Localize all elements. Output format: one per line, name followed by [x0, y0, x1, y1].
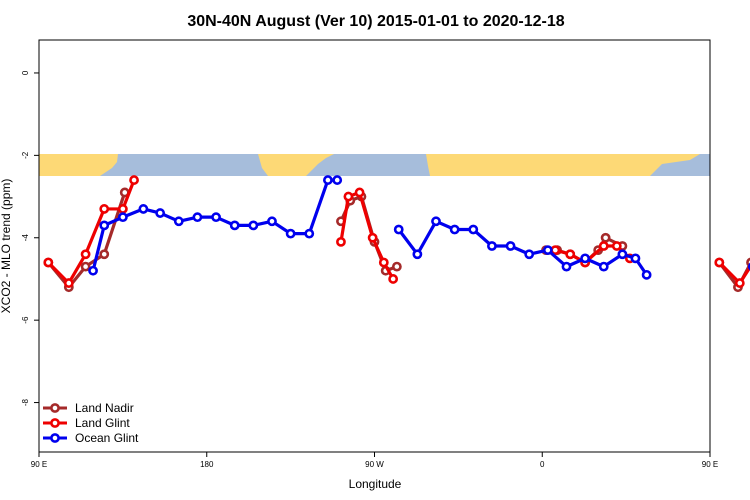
x-tick-label: 90 W — [365, 460, 384, 469]
x-tick-label: 90 E — [702, 460, 718, 469]
y-tick-label: -4 — [21, 234, 30, 242]
ocean-glint-point — [542, 245, 553, 256]
ocean-glint-point — [449, 224, 460, 235]
ocean-glint-point — [524, 249, 535, 260]
legend-label-ocean-glint: Ocean Glint — [75, 431, 139, 445]
ocean-glint-point — [229, 220, 240, 231]
map-land-5 — [560, 164, 596, 174]
y-tick-label: -6 — [21, 316, 30, 324]
land-glint-point — [63, 278, 74, 288]
y-axis: 0 -2 -4 -6 -8 — [21, 70, 39, 406]
land-glint-point — [354, 187, 365, 198]
land-glint-point — [80, 249, 91, 260]
ocean-glint-line — [397, 219, 648, 276]
ocean-glint-point — [332, 175, 343, 185]
land-nadir-point — [391, 261, 402, 272]
legend-label-land-glint: Land Glint — [75, 416, 130, 430]
legend-label-land-nadir: Land Nadir — [75, 401, 134, 415]
land-nadir-line — [718, 261, 750, 289]
ocean-glint-point — [323, 175, 333, 185]
ocean-glint-point — [155, 208, 166, 218]
map-land-4 — [506, 158, 532, 170]
ocean-glint-point — [641, 269, 652, 280]
land-glint-point — [117, 204, 128, 214]
ocean-glint-point — [580, 253, 591, 264]
ocean-glint-point — [598, 261, 609, 272]
land-glint-point — [43, 257, 54, 268]
map-land-3 — [467, 154, 484, 166]
land-glint-point — [129, 175, 139, 185]
ocean-glint-point — [192, 212, 203, 223]
land-nadir-point — [600, 232, 611, 243]
ocean-glint-point — [505, 241, 516, 251]
land-glint-point — [598, 241, 609, 251]
land-nadir-point — [80, 261, 91, 272]
x-axis-label: Longitude — [349, 477, 402, 491]
ocean-glint-point — [617, 249, 628, 260]
x-tick-label: 90 E — [31, 460, 47, 469]
ocean-glint-point — [138, 204, 149, 214]
land-glint-point — [367, 232, 378, 243]
ocean-glint-point — [248, 220, 259, 231]
ocean-glint-point — [561, 261, 572, 272]
land-glint-point — [99, 204, 110, 214]
chart-title: 30N-40N August (Ver 10) 2015-01-01 to 20… — [187, 13, 564, 30]
ocean-glint-point — [211, 212, 221, 223]
ocean-glint-point — [173, 216, 184, 227]
map-land-1 — [258, 154, 334, 176]
ocean-glint-point — [431, 216, 441, 227]
land-glint-line — [718, 261, 750, 285]
map-land-0 — [39, 154, 118, 176]
land-glint-point — [565, 249, 576, 260]
x-axis: 90 E 180 90 W 0 90 E — [31, 452, 718, 469]
land-nadir-point — [99, 249, 110, 260]
x-tick-label: 180 — [200, 460, 214, 469]
land-glint-point — [611, 241, 622, 251]
ocean-glint-point — [88, 265, 98, 276]
ocean-glint-point — [630, 253, 641, 264]
map-band — [39, 154, 710, 176]
series-layer — [43, 175, 750, 293]
y-tick-label: 0 — [21, 70, 30, 75]
land-glint-point — [378, 257, 389, 268]
ocean-glint-point — [412, 249, 423, 260]
ocean-glint-point — [99, 220, 110, 231]
land-glint-point — [734, 278, 745, 288]
land-glint-point — [343, 191, 354, 202]
y-tick-label: -2 — [21, 151, 30, 159]
legend-marker-land-glint — [50, 418, 60, 428]
ocean-glint-point — [393, 224, 404, 235]
land-glint-point — [336, 236, 346, 247]
map-land-2 — [426, 154, 700, 176]
y-tick-label: -8 — [21, 398, 30, 406]
ocean-glint-point — [487, 241, 497, 251]
ocean-glint-point — [267, 216, 277, 227]
y-axis-label: XCO2 - MLO trend (ppm) — [0, 179, 13, 314]
land-nadir-line — [339, 194, 398, 273]
legend-marker-ocean-glint — [50, 433, 60, 443]
ocean-glint-point — [117, 212, 128, 223]
land-glint-point — [714, 257, 725, 268]
x-tick-label: 0 — [540, 460, 545, 469]
ocean-glint-point — [304, 228, 315, 239]
ocean-glint-point — [468, 224, 479, 235]
legend-marker-land-nadir — [50, 403, 60, 413]
ocean-glint-point — [285, 228, 296, 239]
land-glint-point — [388, 274, 399, 284]
